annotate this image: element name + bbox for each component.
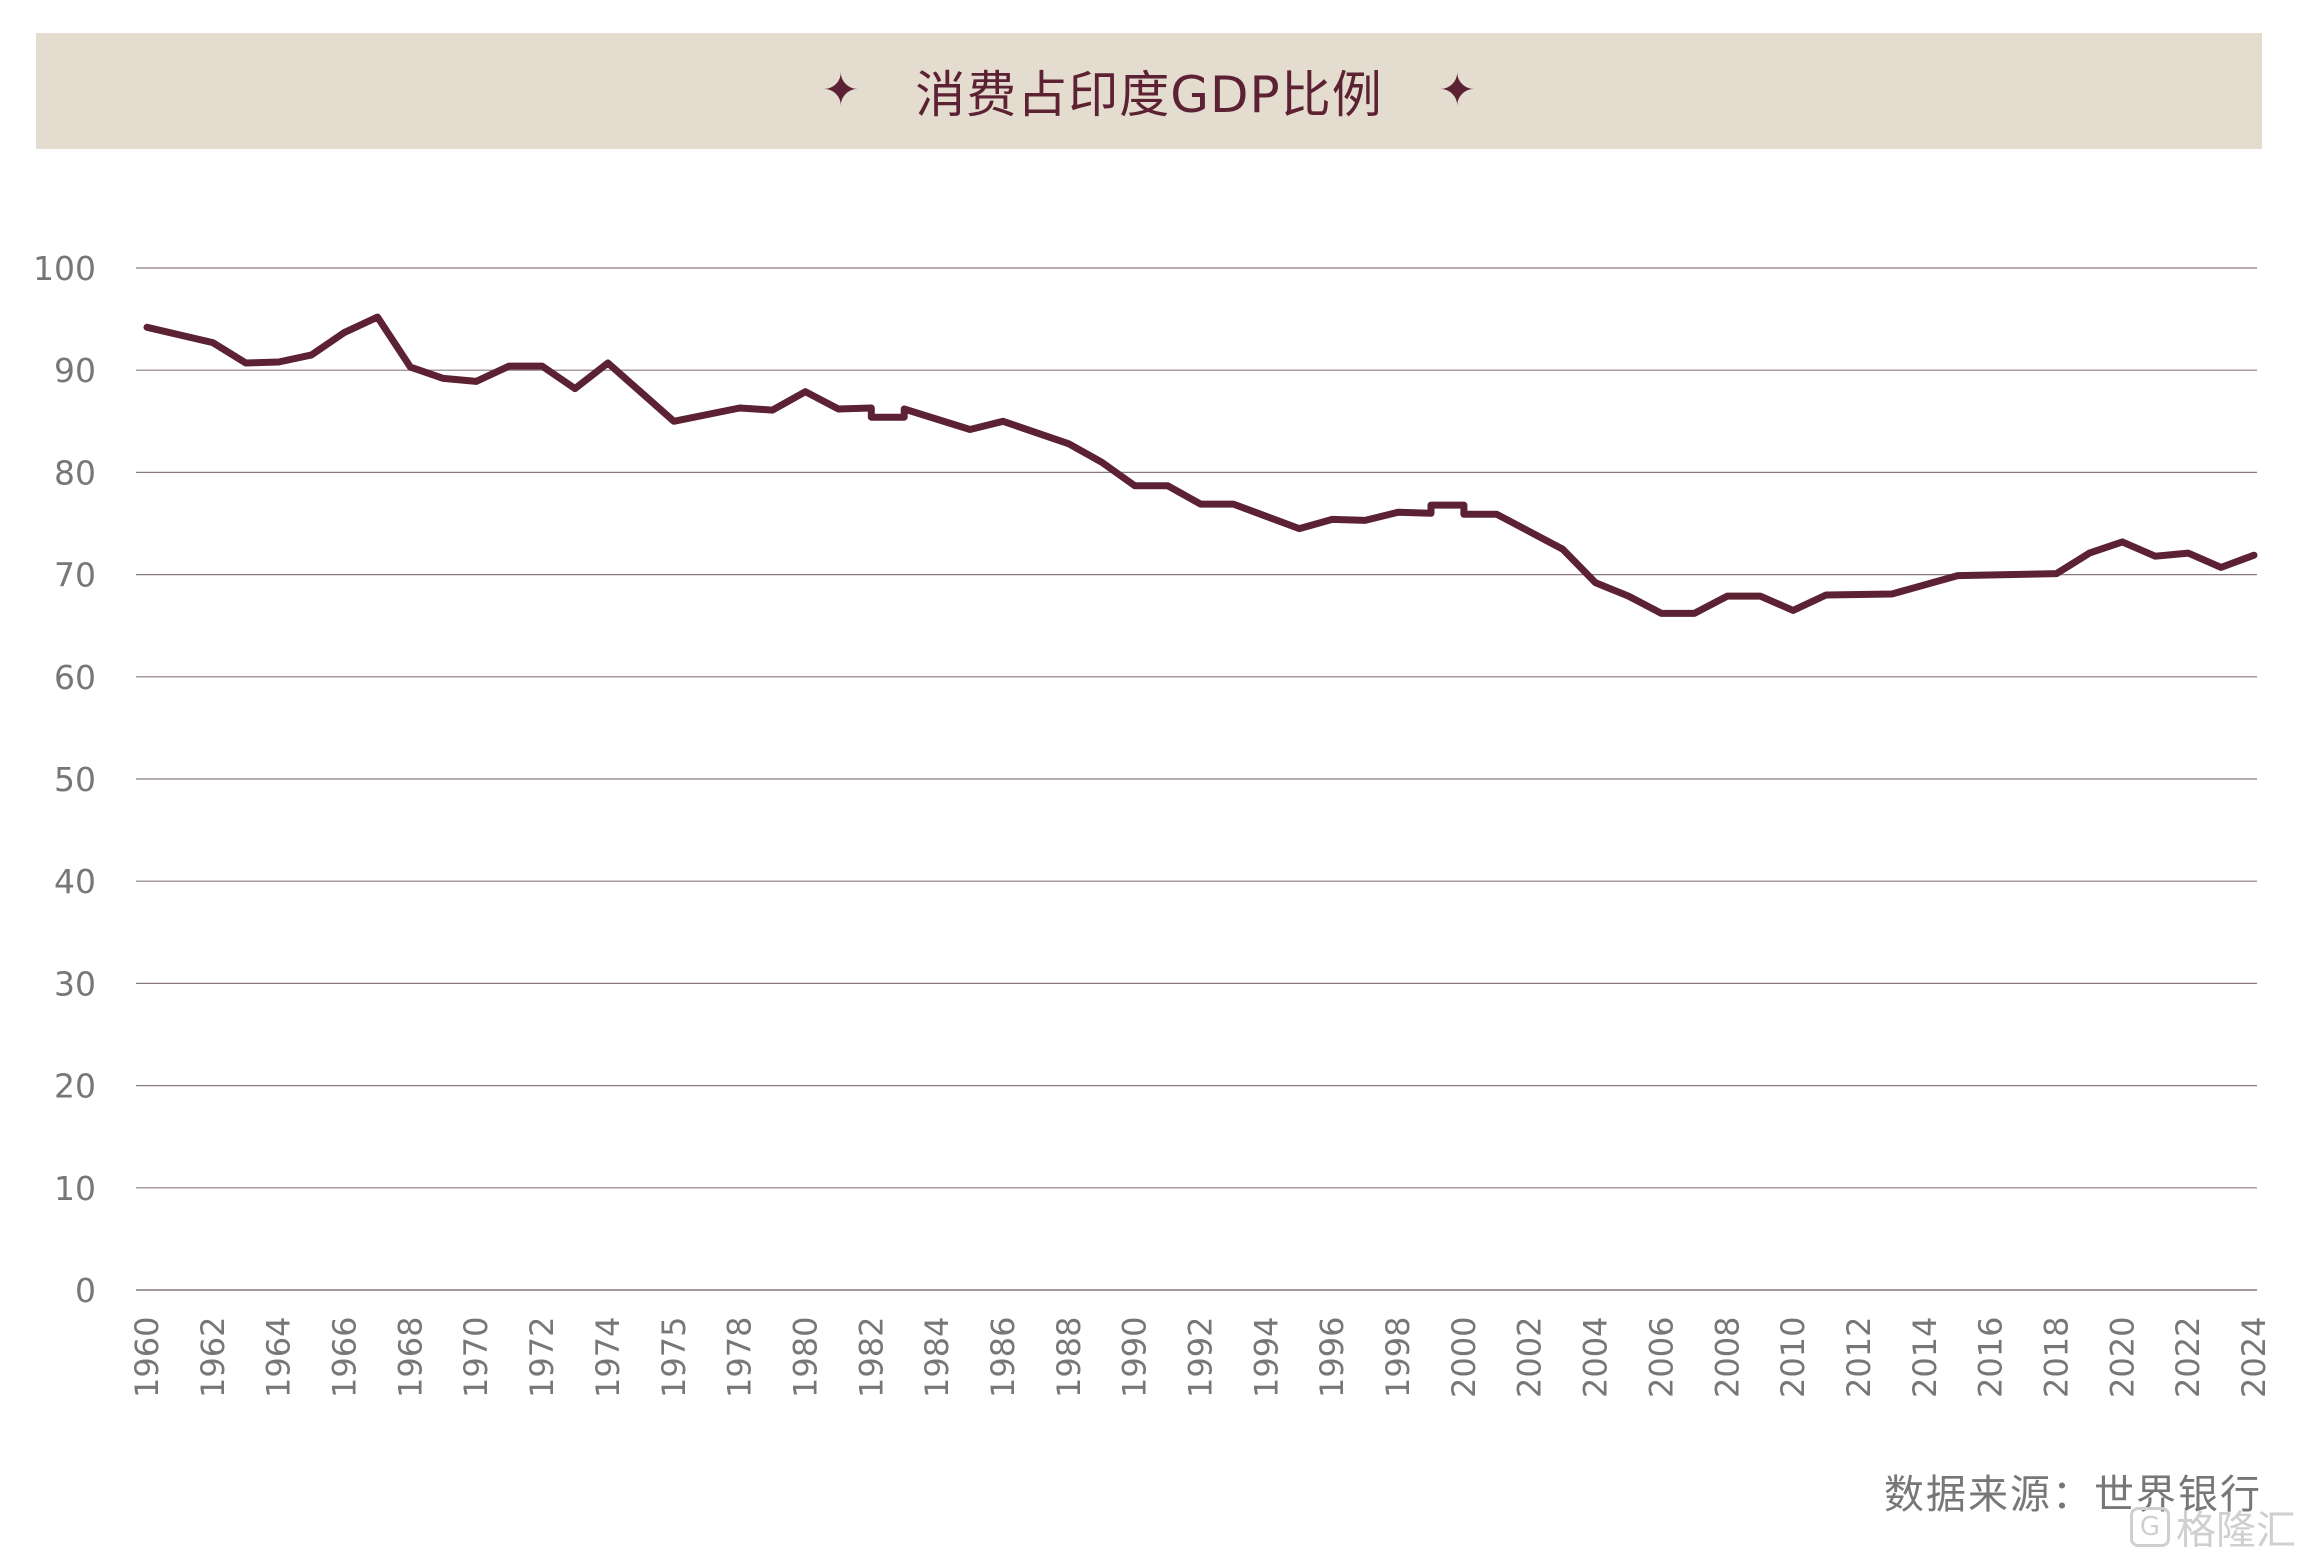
x-tick-label: 1982 bbox=[852, 1317, 890, 1398]
chart-title: 消费占印度GDP比例 bbox=[915, 66, 1383, 124]
y-tick-label: 100 bbox=[33, 249, 96, 288]
y-tick-label: 0 bbox=[75, 1271, 96, 1310]
watermark-text: 格隆汇 bbox=[2176, 1508, 2296, 1547]
x-tick-labels: 1960 1962 1964 1966 1968 1970 1972 1974 1975 1978… bbox=[128, 1317, 2273, 1398]
y-tick-label: 80 bbox=[54, 453, 96, 492]
x-tick-label: 1990 bbox=[1116, 1317, 1154, 1398]
y-tick-label: 20 bbox=[54, 1067, 96, 1106]
y-tick-label: 10 bbox=[54, 1169, 96, 1208]
y-tick-label: 70 bbox=[54, 556, 96, 595]
x-tick-label: 2014 bbox=[1906, 1317, 1944, 1398]
x-tick-label: 2024 bbox=[2235, 1317, 2273, 1398]
y-tick-labels: 0 10 20 30 40 50 60 70 80 90 100 bbox=[33, 249, 96, 1310]
x-tick-label: 1968 bbox=[391, 1317, 429, 1398]
x-tick-label: 2006 bbox=[1642, 1317, 1680, 1398]
x-tick-label: 2022 bbox=[2169, 1317, 2207, 1398]
x-tick-label: 1970 bbox=[457, 1317, 495, 1398]
y-tick-label: 30 bbox=[54, 964, 96, 1003]
y-tick-label: 50 bbox=[54, 760, 96, 799]
grid-layer bbox=[136, 267, 2257, 1291]
x-tick-label: 2004 bbox=[1577, 1317, 1615, 1398]
x-tick-label: 2012 bbox=[1840, 1317, 1878, 1398]
y-tick-label: 40 bbox=[54, 862, 96, 901]
x-tick-label: 1992 bbox=[1182, 1317, 1220, 1398]
watermark-logo-icon: G bbox=[2130, 1507, 2170, 1547]
y-tick-label: 90 bbox=[54, 351, 96, 390]
series-line-0 bbox=[143, 313, 2258, 617]
source-note: 数据来源：世界银行 bbox=[1884, 1472, 2262, 1518]
x-tick-label: 2010 bbox=[1774, 1317, 1812, 1398]
watermark: G 格隆汇 bbox=[2130, 1498, 2296, 1547]
x-tick-label: 2016 bbox=[1972, 1317, 2010, 1398]
x-tick-label: 1964 bbox=[260, 1317, 298, 1398]
x-tick-label: 1980 bbox=[786, 1317, 824, 1398]
x-tick-label: 1966 bbox=[326, 1317, 364, 1398]
x-tick-label: 2018 bbox=[2037, 1317, 2075, 1398]
series-layer bbox=[143, 313, 2258, 617]
x-tick-label: 1994 bbox=[1247, 1317, 1285, 1398]
x-tick-label: 1974 bbox=[589, 1317, 627, 1398]
x-tick-label: 1996 bbox=[1313, 1317, 1351, 1398]
x-tick-label: 2000 bbox=[1445, 1317, 1483, 1398]
star-right-icon: ✦ bbox=[1438, 65, 1476, 116]
title-banner: ✦ 消费占印度GDP比例 ✦ bbox=[36, 33, 2262, 149]
x-tick-label: 1962 bbox=[194, 1317, 232, 1398]
x-tick-label: 1960 bbox=[128, 1317, 166, 1398]
x-tick-label: 1988 bbox=[1050, 1317, 1088, 1398]
x-tick-label: 2002 bbox=[1511, 1317, 1549, 1398]
x-tick-label: 1984 bbox=[918, 1317, 956, 1398]
x-tick-label: 1975 bbox=[655, 1317, 693, 1398]
x-tick-label: 1972 bbox=[523, 1317, 561, 1398]
x-tick-label: 2020 bbox=[2103, 1317, 2141, 1398]
x-tick-label: 1986 bbox=[984, 1317, 1022, 1398]
star-left-icon: ✦ bbox=[822, 65, 860, 116]
x-tick-label: 1998 bbox=[1379, 1317, 1417, 1398]
x-tick-label: 1978 bbox=[721, 1317, 759, 1398]
x-tick-label: 2008 bbox=[1708, 1317, 1746, 1398]
y-tick-label: 60 bbox=[54, 658, 96, 697]
